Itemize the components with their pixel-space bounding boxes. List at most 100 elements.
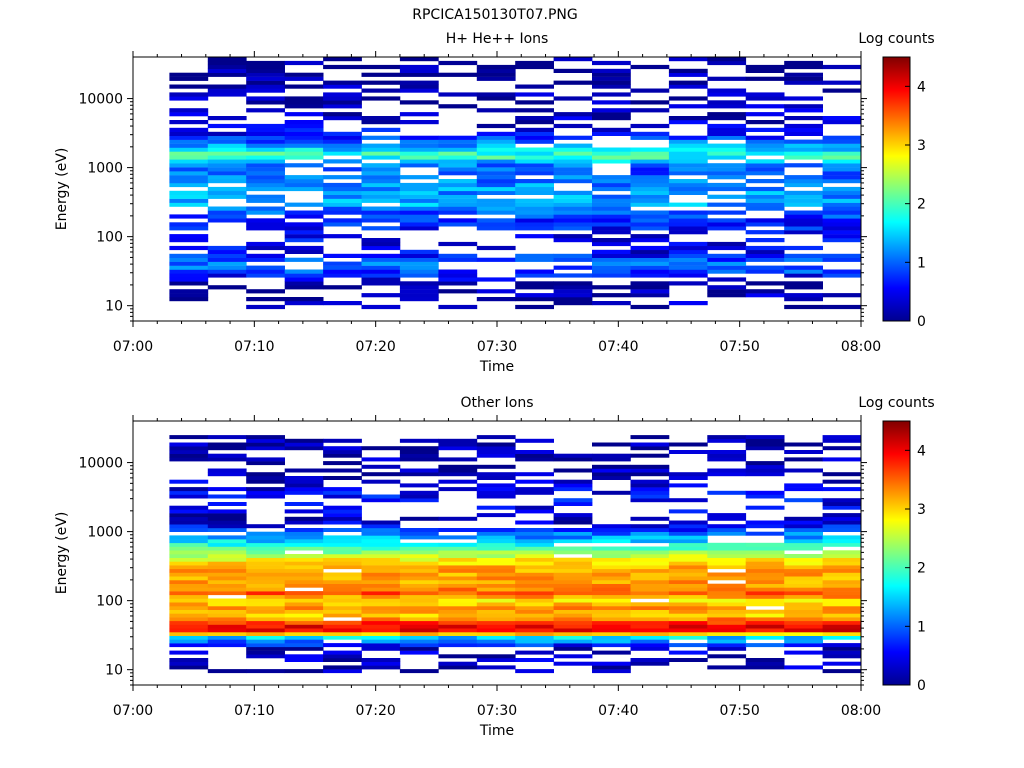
spectrogram-cell [630,435,670,440]
spectrogram-cell [707,222,747,227]
spectrogram-cell [476,139,516,144]
spectrogram-cell [323,186,362,192]
spectrogram-cell [630,557,670,562]
spectrogram-cell [515,509,554,514]
spectrogram-cell [630,293,670,298]
spectrogram-cell [438,190,478,195]
spectrogram-cell [515,120,554,125]
spectrogram-cell [438,594,478,599]
spectrogram-cell [515,598,554,603]
spectrogram-cell [668,476,708,480]
spectrogram-cell [284,139,324,144]
spectrogram-cell [284,576,324,581]
spectrogram-cell [707,210,747,215]
spectrogram-cell [630,446,670,451]
spectrogram-cell [169,598,209,603]
spectrogram-cell [284,147,324,152]
spectrogram-cell [745,194,785,199]
spectrogram-cell [246,88,285,93]
spectrogram-cell [822,257,862,262]
spectrogram-cell [668,609,708,614]
spectrogram-cell [284,620,324,625]
spectrogram-cell [323,516,362,521]
spectrogram-cell [361,80,401,85]
spectrogram-cell [399,583,439,588]
spectrogram-cell [668,535,708,540]
spectrogram-cell [323,572,362,577]
spectrogram-cell [707,88,747,93]
spectrogram-cell [515,650,554,655]
spectrogram-cell [745,580,785,584]
spectrogram-cell [784,127,823,132]
spectrogram-cell [553,238,593,243]
spectrogram-cell [515,535,554,540]
spectrogram-cell [399,531,439,536]
spectrogram-cell [784,572,823,577]
spectrogram-cell [169,257,209,262]
spectrogram-cell [515,127,554,132]
spectrogram-cell [668,620,708,625]
spectrogram-cell [361,531,401,536]
spectrogram-cell [323,650,362,655]
spectrogram-cell [784,468,823,473]
spectrogram-cell [284,557,324,562]
spectrogram-cell [361,269,401,274]
spectrogram-cell [515,487,554,492]
spectrogram-cell [284,546,324,551]
spectrogram-cell [207,606,247,610]
spectrogram-cell [169,253,209,258]
spectrogram-cell [745,68,785,73]
spectrogram-cell [246,583,285,588]
spectrogram-cell [822,635,862,640]
spectrogram-cell [515,438,554,443]
spectrogram-cell [745,643,785,648]
spectrogram-cell [323,301,362,306]
spectrogram-cell [784,210,823,215]
x-tick-label: 07:30 [477,703,517,719]
spectrogram-cell [630,214,670,219]
x-tick-label: 07:40 [598,339,638,355]
spectrogram-cell [745,494,785,499]
spectrogram-cell [630,257,670,262]
spectrogram-cell [630,218,670,223]
spectrogram-cell [822,520,862,525]
spectrogram-cell [822,446,862,451]
spectrogram-cell [668,135,708,140]
spectrogram-cell [822,218,862,223]
spectrogram-cell [668,116,708,121]
spectrogram-cell [246,539,285,544]
spectrogram-cell [284,222,324,227]
spectrogram-cell [592,490,631,495]
spectrogram-cell [707,565,747,570]
spectrogram-cell [553,143,593,148]
colorbar-tick-label: 0 [917,678,926,694]
spectrogram-cell [476,222,516,227]
spectrogram-cell [784,591,823,596]
spectrogram-cell [284,565,324,570]
spectrogram-cell [592,580,631,584]
spectrogram-cell [399,147,439,152]
spectrogram-cell [630,609,670,614]
spectrogram-cell [476,528,516,532]
spectrogram-cell [592,602,631,607]
colorbar [882,56,911,322]
spectrogram-cell [284,210,324,215]
spectrogram-cell [361,606,401,610]
spectrogram-cell [668,483,708,488]
spectrogram-cell [553,546,593,551]
spectrogram-cell [592,598,631,603]
spectrogram-cell [399,598,439,603]
spectrogram-cell [515,639,554,644]
spectrogram-cell [707,265,747,270]
spectrogram-cell [515,206,554,211]
spectrogram-cell [284,609,324,614]
spectrogram-cell [361,171,401,176]
spectrogram-cell [169,565,209,570]
x-tick-label: 07:30 [477,339,517,355]
spectrogram-cell [822,175,862,180]
spectrogram-cell [822,550,862,555]
spectrogram-cell [246,650,285,655]
spectrogram-cell [784,131,823,136]
spectrogram-cell [630,580,670,584]
